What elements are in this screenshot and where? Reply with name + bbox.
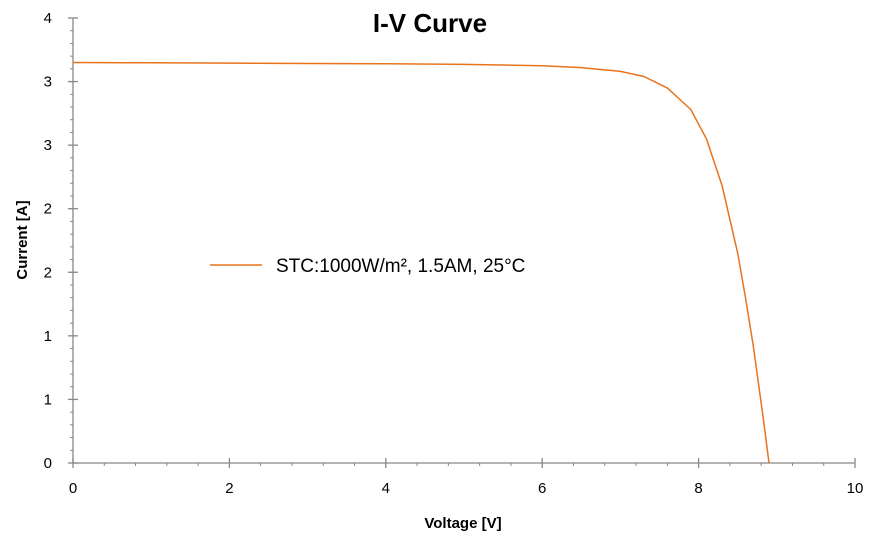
y-axis-label: Current [A]	[14, 200, 31, 279]
y-tick-label: 3	[44, 137, 52, 154]
chart-title: I-V Curve	[373, 8, 487, 38]
y-tick-label: 2	[44, 201, 52, 218]
x-tick-label: 0	[69, 480, 77, 497]
x-tick-label: 10	[847, 480, 864, 497]
y-tick-label: 1	[44, 328, 52, 345]
axes	[72, 18, 855, 464]
series-line	[72, 61, 770, 464]
y-tick-label: 4	[44, 10, 52, 27]
x-tick-label: 8	[694, 480, 702, 497]
x-axis-label: Voltage [V]	[424, 515, 501, 532]
series-layer	[72, 61, 770, 464]
x-tick-label: 4	[382, 480, 390, 497]
y-tick-label: 0	[44, 455, 52, 472]
legend: STC:1000W/m², 1.5AM, 25°C	[210, 256, 525, 277]
x-tick-label: 2	[225, 480, 233, 497]
x-tick-label: 6	[538, 480, 546, 497]
ticks: 0 2 4 6 8 10 0 1 1 2 2 3 3 4	[44, 10, 864, 497]
y-tick-label: 3	[44, 74, 52, 91]
y-tick-label: 1	[44, 391, 52, 408]
y-tick-label: 2	[44, 264, 52, 281]
legend-label: STC:1000W/m², 1.5AM, 25°C	[276, 256, 525, 277]
